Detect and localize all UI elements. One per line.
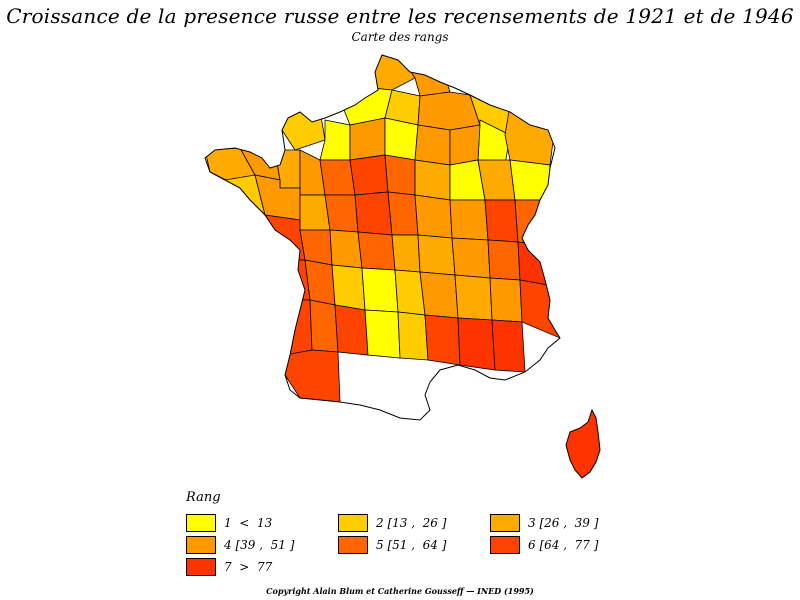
- department-region: [331, 264, 366, 311]
- legend-swatch-2: [338, 514, 368, 532]
- legend-item-2: 2 [13 , 26 ]: [338, 514, 446, 532]
- legend-label-3: 3 [26 , 39 ]: [528, 516, 599, 530]
- legend-label-7: 7 > 77: [224, 560, 273, 574]
- department-region: [329, 229, 363, 269]
- legend-swatch-6: [490, 536, 520, 554]
- department-region: [391, 234, 421, 273]
- department-region: [349, 117, 386, 161]
- legend-swatch-3: [490, 514, 520, 532]
- department-region: [487, 239, 521, 281]
- department-region: [357, 231, 396, 271]
- corsica-region: [565, 408, 601, 479]
- department-region: [397, 311, 429, 361]
- legend-item-5: 5 [51 , 64 ]: [338, 536, 446, 554]
- map-subtitle: Carte des rangs: [351, 30, 449, 44]
- department-region: [491, 319, 526, 373]
- department-region: [519, 279, 560, 339]
- department-region: [309, 299, 339, 353]
- legend-item-4: 4 [39 , 51 ]: [186, 536, 294, 554]
- legend-item-6: 6 [64 , 77 ]: [490, 536, 598, 554]
- department-region: [319, 159, 356, 196]
- department-region: [514, 199, 549, 246]
- department-region: [449, 199, 489, 241]
- copyright-note: Copyright Alain Blum et Catherine Gousse…: [266, 586, 534, 596]
- department-region: [489, 277, 523, 323]
- department-region: [387, 191, 419, 236]
- department-region: [449, 124, 481, 166]
- department-region: [289, 299, 313, 356]
- department-region: [419, 271, 459, 319]
- france-outline: [204, 54, 561, 421]
- department-region: [384, 117, 419, 161]
- department-region: [454, 274, 493, 321]
- department-region: [284, 349, 341, 403]
- department-region: [457, 317, 496, 371]
- legend-item-1: 1 < 13: [186, 514, 272, 532]
- legend-label-4: 4 [39 , 51 ]: [224, 538, 295, 552]
- department-region: [509, 159, 551, 201]
- france-choropleth-map: [204, 54, 601, 479]
- department-region: [384, 154, 416, 196]
- legend-item-3: 3 [26 , 39 ]: [490, 514, 598, 532]
- legend-title: Rang: [186, 490, 221, 505]
- department-region: [451, 237, 491, 279]
- department-region: [414, 194, 453, 239]
- department-region: [361, 267, 399, 313]
- department-region: [349, 154, 389, 196]
- legend-swatch-5: [338, 536, 368, 554]
- department-region: [334, 304, 369, 356]
- department-region: [364, 309, 401, 359]
- legend-swatch-7: [186, 558, 216, 576]
- legend-item-7: 7 > 77: [186, 558, 272, 576]
- department-region: [304, 259, 336, 306]
- legend-label-2: 2 [13 , 26 ]: [376, 516, 447, 530]
- department-region: [414, 124, 451, 166]
- department-region: [417, 234, 456, 276]
- department-region: [324, 194, 359, 233]
- map-title: Croissance de la presence russe entre le…: [6, 4, 794, 28]
- legend-label-5: 5 [51 , 64 ]: [376, 538, 447, 552]
- department-region: [281, 109, 326, 151]
- department-region: [354, 191, 393, 236]
- department-region: [264, 214, 306, 261]
- legend-swatch-4: [186, 536, 216, 554]
- department-region: [517, 241, 549, 286]
- legend-swatch-1: [186, 514, 216, 532]
- legend-label-6: 6 [64 , 77 ]: [528, 538, 599, 552]
- department-region: [424, 314, 461, 366]
- department-region: [484, 199, 519, 243]
- department-region: [477, 159, 516, 201]
- department-region: [414, 159, 451, 201]
- legend-label-1: 1 < 13: [224, 516, 273, 530]
